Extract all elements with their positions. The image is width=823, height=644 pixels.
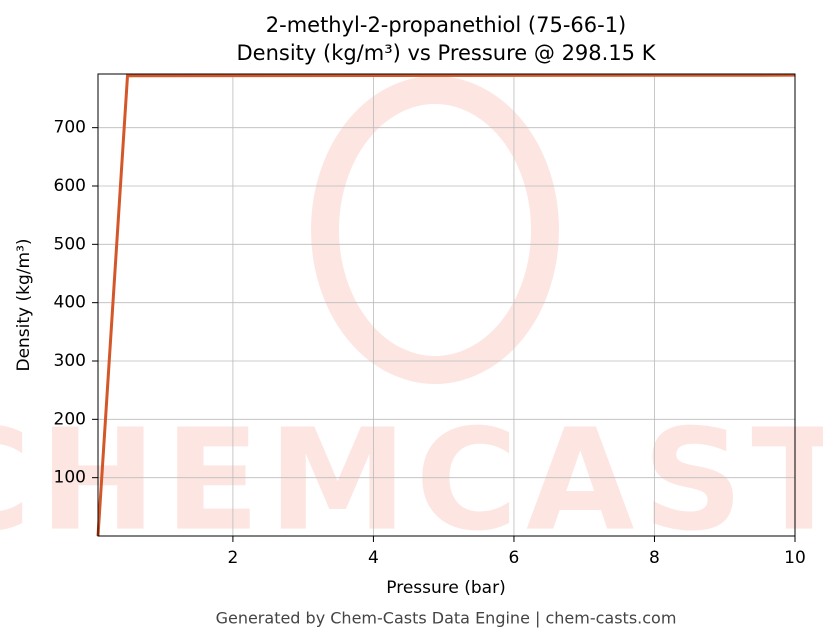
watermark: CHEMCASTS bbox=[0, 400, 823, 563]
footer: Generated by Chem-Casts Data Engine | ch… bbox=[216, 609, 677, 628]
y-tick-label: 200 bbox=[54, 409, 86, 429]
y-tick-label: 700 bbox=[54, 118, 86, 138]
x-tick-label: 4 bbox=[368, 548, 379, 568]
chart-subtitle: Density (kg/m³) vs Pressure @ 298.15 K bbox=[236, 41, 656, 65]
chart-title: 2-methyl-2-propanethiol (75-66-1) bbox=[266, 13, 627, 37]
x-tick-label: 2 bbox=[227, 548, 238, 568]
y-tick-label: 500 bbox=[54, 234, 86, 254]
x-tick-label: 10 bbox=[784, 548, 806, 568]
watermark-logo bbox=[311, 76, 559, 384]
x-axis-label: Pressure (bar) bbox=[386, 578, 505, 598]
y-tick-label: 300 bbox=[54, 351, 86, 371]
x-tick-label: 8 bbox=[649, 548, 660, 568]
plot-frame bbox=[97, 73, 796, 537]
y-tick-label: 100 bbox=[54, 468, 86, 488]
data-line bbox=[96, 73, 796, 537]
y-tick-label: 600 bbox=[54, 176, 86, 196]
x-tick-label: 6 bbox=[509, 548, 520, 568]
y-tick-label: 400 bbox=[54, 293, 86, 313]
y-axis-label: Density (kg/m³) bbox=[14, 238, 34, 371]
